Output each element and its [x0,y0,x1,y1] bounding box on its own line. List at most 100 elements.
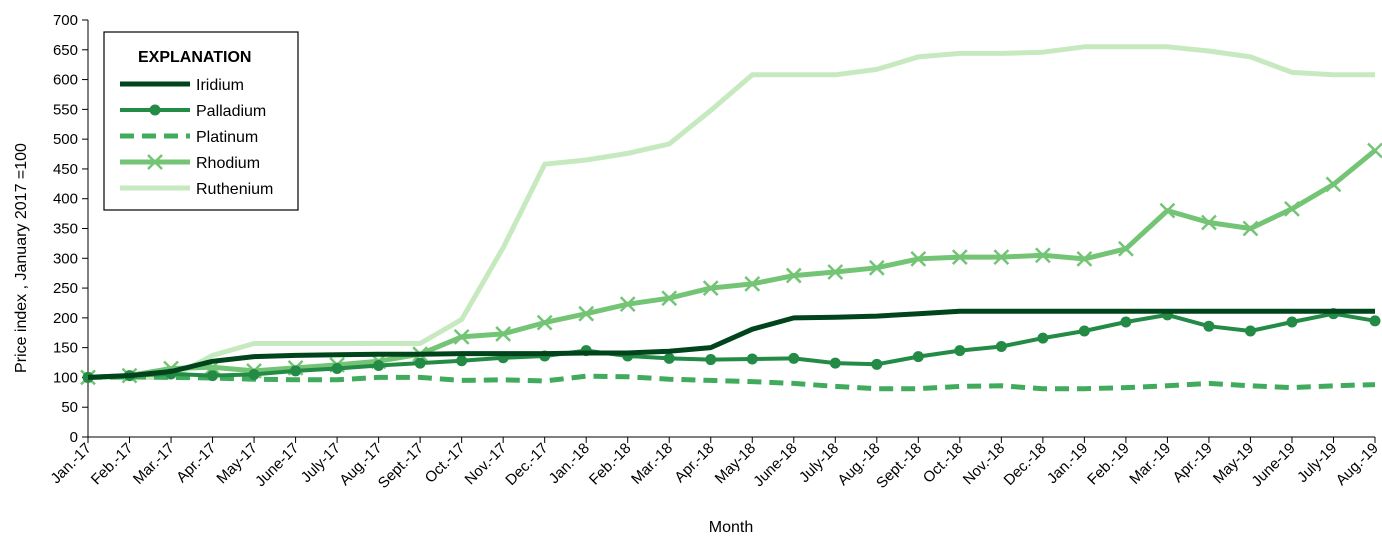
data-point-palladium [1037,332,1049,344]
y-tick-label: 350 [53,221,78,238]
data-point-rhodium [453,329,470,345]
series-line-iridium [87,308,1375,380]
x-tick-label: June-19 [1248,440,1298,490]
data-point-rhodium [785,267,802,284]
x-tick-label: Oct.-17 [422,440,469,487]
x-tick-label: July-17 [298,440,344,486]
x-tick-label: Nov.-18 [960,440,1008,488]
y-tick-label: 50 [61,399,78,416]
x-tick-label: Nov.-17 [462,440,510,488]
data-point-rhodium [1325,176,1342,193]
legend-item-rhodium: Rhodium [120,154,260,172]
data-point-palladium [414,357,426,369]
data-point-rhodium [868,259,885,276]
x-tick-label: Feb.-18 [586,440,635,489]
series-line-ruthenium [88,44,1375,380]
data-point-palladium [705,354,717,366]
data-point-palladium [1244,325,1256,337]
y-tick-label: 100 [53,369,78,386]
data-point-rhodium [495,326,512,342]
y-tick-label: 200 [53,310,78,327]
data-point-palladium [1120,316,1132,328]
data-point-rhodium [951,249,968,265]
x-tick-label: Dec.-18 [1001,440,1050,489]
data-point-rhodium [1201,214,1217,231]
data-point-palladium [373,360,385,372]
data-point-palladium [248,368,260,380]
x-tick-label: Apr.-18 [671,440,717,486]
data-point-rhodium [1076,250,1093,267]
x-axis-title: Month [709,519,753,536]
data-point-palladium [331,362,343,374]
legend-title: EXPLANATION [138,49,251,66]
data-point-palladium [1369,315,1381,327]
data-point-rhodium [1284,200,1300,217]
series-ruthenium [88,44,1375,380]
data-point-rhodium [1034,247,1051,264]
x-tick-label: Sept.-17 [375,440,427,492]
legend-item-palladium: Palladium [120,103,266,120]
legend-label-platinum: Platinum [196,129,258,146]
x-tick-label: Mar.-17 [130,440,178,488]
data-point-palladium [456,355,468,367]
data-point-palladium [995,340,1007,352]
data-point-rhodium [702,280,719,296]
data-point-rhodium [827,264,844,280]
data-point-rhodium [910,250,927,267]
series-layer [80,44,1382,392]
legend-label-rhodium: Rhodium [196,155,260,172]
series-line-platinum [87,373,1376,392]
y-tick-label: 600 [53,72,78,89]
y-tick-label: 300 [53,250,78,267]
data-point-rhodium [536,314,553,331]
series-line-palladium [87,311,1376,380]
x-axis-ticks: Jan.-17Feb.-17Mar.-17Apr.-17May-17June-1… [47,437,1382,492]
x-tick-label: July-19 [1294,440,1340,486]
x-tick-label: Oct.-18 [920,440,967,487]
data-point-rhodium [744,276,761,292]
y-tick-label: 400 [53,191,78,208]
data-point-palladium [1203,320,1215,332]
data-point-rhodium [578,305,595,322]
y-axis-title: Price index , January 2017 =100 [13,143,30,373]
data-point-palladium [207,370,219,382]
x-tick-label: Dec.-17 [502,440,551,489]
data-point-rhodium [1118,240,1134,257]
x-tick-label: Jan.-18 [546,440,593,487]
legend-label-palladium: Palladium [196,103,266,120]
legend-label-iridium: Iridium [196,77,244,94]
legend-item-iridium: Iridium [120,77,244,94]
y-tick-label: 700 [53,12,78,29]
x-tick-label: Mar.-19 [1126,440,1174,488]
data-point-palladium [954,345,966,357]
data-point-rhodium [993,249,1010,265]
legend-label-ruthenium: Ruthenium [196,181,273,198]
x-tick-label: Jan.-19 [1044,440,1091,487]
data-point-palladium [746,353,758,365]
data-point-rhodium [619,296,636,313]
data-point-rhodium [1159,202,1176,219]
data-point-palladium [829,357,841,369]
x-tick-label: June-17 [252,440,302,490]
x-tick-label: Mar.-18 [628,440,676,488]
series-platinum [87,373,1376,392]
x-tick-label: Apr.-17 [173,440,219,486]
x-tick-label: June-18 [750,440,800,490]
series-iridium [87,308,1375,380]
data-point-palladium [871,358,883,370]
data-point-palladium [1078,325,1090,337]
legend-item-ruthenium: Ruthenium [120,181,273,198]
legend-box [103,31,299,211]
x-tick-label: Jan.-17 [47,440,94,487]
y-tick-label: 250 [53,280,78,297]
data-point-rhodium [1242,220,1259,237]
data-point-palladium [912,351,924,363]
y-tick-label: 650 [53,42,78,59]
data-point-rhodium [1367,142,1382,159]
data-point-palladium [663,352,675,364]
legend-item-platinum: Platinum [120,129,258,146]
data-point-palladium [82,371,94,383]
y-axis-ticks: 0 50 100 150 200 250 300 350 400 450 500 550 600 650 7… [53,12,88,446]
y-tick-label: 550 [53,101,78,118]
